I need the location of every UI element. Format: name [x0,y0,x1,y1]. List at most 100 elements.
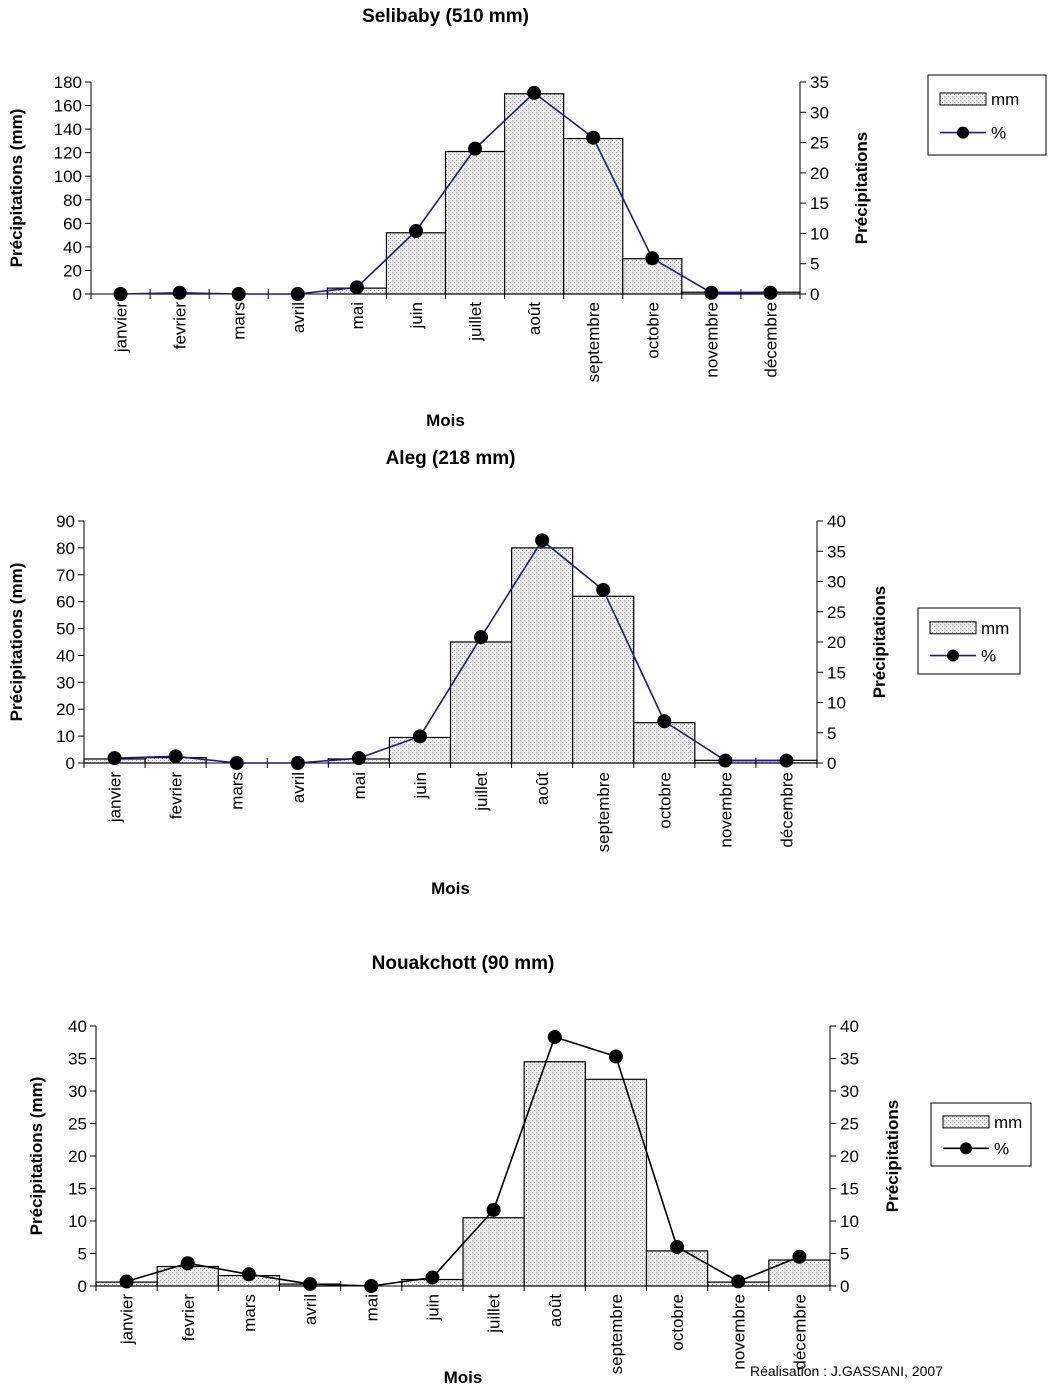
bar-août [510,547,574,764]
legend-bar-swatch [929,621,977,635]
chart-title: Selibaby (510 mm) [362,6,529,27]
legend-line-label: % [994,1139,1009,1158]
percent-point-avril [290,756,305,770]
right-tick-label: 20 [827,633,846,652]
left-tick-label: 80 [63,191,82,210]
x-axis-title: Mois [426,411,465,430]
percent-point-mai [351,751,366,766]
percent-point-juillet [486,1202,501,1217]
left-tick-label: 10 [56,727,75,746]
chart-3: Nouakchott (90 mm) 0 5 10 15 20 25 30 35 40 0 5 10 15… [27,953,1032,1387]
bar-décembre [768,1259,831,1287]
right-tick-label: 10 [840,1212,859,1231]
bar-octobre [645,1250,709,1287]
percent-line [126,1036,800,1287]
legend-bar-swatch [942,1115,990,1129]
left-tick-label: 0 [73,285,82,304]
chart-title: Nouakchott (90 mm) [372,953,555,974]
percent-point-août [547,1030,562,1045]
y-axis-title-right: Précipitations [883,1100,902,1212]
right-tick-label: 30 [827,573,846,592]
left-tick-label: 40 [63,238,82,257]
month-label: juin [407,302,426,329]
percent-point-mars [231,287,246,301]
left-tick-label: 60 [56,593,75,612]
right-tick-label: 10 [810,224,829,243]
month-label: mars [240,1294,259,1332]
chart-2: Aleg (218 mm) 0 10 20 30 40 50 60 70 80 90 0 5 10 15 20… [7,448,1021,898]
right-tick-label: 40 [840,1017,859,1036]
left-tick-label: 30 [68,1082,87,1101]
percent-point-janvier [119,1274,134,1289]
month-label: avril [289,302,308,333]
right-tick-label: 5 [810,255,819,274]
left-tick-label: 25 [68,1115,87,1134]
right-tick-label: 15 [827,663,846,682]
month-label: octobre [668,1294,687,1351]
left-tick-label: 60 [63,214,82,233]
legend-box [917,607,1021,675]
month-label: septembre [584,302,603,382]
percent-point-fevrier [172,285,187,300]
right-tick-label: 0 [840,1277,849,1296]
left-tick-label: 120 [54,144,82,163]
legend-bar-label: mm [981,619,1009,638]
percent-point-novembre [718,753,733,768]
left-tick-label: 100 [54,167,82,186]
month-label: juillet [472,772,491,812]
right-tick-label: 5 [840,1245,849,1264]
percent-point-mai [349,280,364,295]
left-tick-label: 180 [54,73,82,92]
month-label: juillet [485,1294,504,1334]
right-tick-label: 10 [827,694,846,713]
right-tick-label: 20 [840,1147,859,1166]
left-tick-label: 70 [56,566,75,585]
x-axis-title: Mois [431,879,470,898]
month-label: août [533,772,552,805]
month-label: août [546,1294,565,1327]
right-tick-label: 30 [840,1082,859,1101]
percent-point-juin [408,224,423,239]
percent-point-juillet [474,630,489,645]
percent-point-août [535,533,550,548]
bar-juillet [462,1217,525,1287]
percent-point-avril [303,1277,318,1292]
month-label: avril [301,1294,320,1325]
bar-septembre [584,1078,648,1287]
month-label: fevrier [171,302,190,350]
percent-point-septembre [586,130,601,145]
legend-marker-swatch [960,1142,972,1155]
left-tick-label: 40 [56,646,75,665]
month-label: septembre [607,1294,626,1374]
percent-point-fevrier [168,749,183,764]
left-tick-label: 160 [54,97,82,116]
right-tick-label: 35 [827,542,846,561]
percent-point-janvier [113,287,128,301]
left-tick-label: 30 [56,673,75,692]
month-label: avril [289,772,308,803]
left-tick-label: 0 [66,754,75,773]
percent-point-juin [412,729,427,744]
credit-text: Réalisation : J.GASSANI, 2007 [750,1363,943,1379]
bar-septembre [572,595,635,764]
right-tick-label: 25 [810,134,829,153]
percent-point-mars [241,1267,256,1282]
right-tick-label: 0 [827,754,836,773]
percent-point-octobre [657,714,672,729]
y-axis-title-left: Précipitations (mm) [7,563,26,722]
month-label: décembre [790,1294,809,1370]
percent-point-novembre [704,285,719,300]
month-label: mai [350,772,369,799]
y-axis-title-right: Précipitations [852,132,871,244]
chart-1: Selibaby (510 mm)02040608010012014016018… [7,6,1047,430]
month-label: novembre [729,1294,748,1370]
month-label: mai [348,302,367,329]
month-label: janvier [106,772,125,823]
left-tick-label: 140 [54,120,82,139]
percent-point-décembre [763,285,778,300]
right-tick-label: 15 [840,1180,859,1199]
left-tick-label: 20 [68,1147,87,1166]
month-label: fevrier [179,1294,198,1342]
bar-juillet [444,150,506,295]
